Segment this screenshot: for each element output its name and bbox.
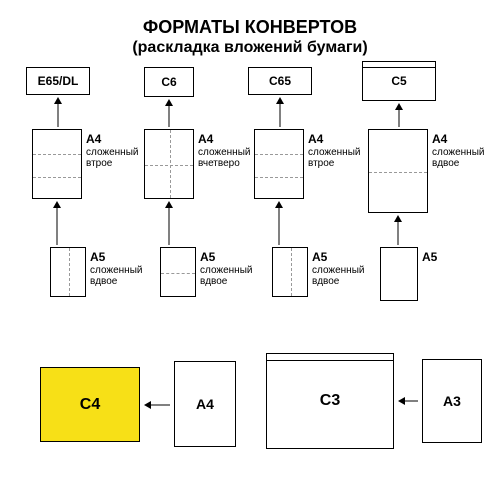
fold-line [170, 130, 171, 198]
page-subtitle: (раскладка вложений бумаги) [0, 39, 500, 57]
envelope-label: C4 [80, 396, 100, 414]
arrow-up-icon [51, 201, 63, 245]
arrow-up-icon [163, 201, 175, 245]
paper-label-size: A5 [90, 250, 105, 264]
arrow-up-icon [273, 201, 285, 245]
arrow-up-icon [163, 99, 175, 127]
paper-box [380, 247, 418, 301]
paper-label-size: A5 [200, 250, 215, 264]
arrow-up-icon [393, 103, 405, 127]
fold-line [33, 154, 81, 155]
envelope-box: C65 [248, 67, 312, 95]
paper-box [144, 129, 194, 199]
paper-label-fold: сложенный вдвое [90, 265, 142, 287]
paper-label-size: A5 [312, 250, 327, 264]
arrow-left-icon [398, 395, 418, 407]
paper-label-fold: сложенный вдвое [200, 265, 252, 287]
envelope-label: C65 [269, 74, 291, 88]
paper-label-fold: сложенный вдвое [312, 265, 364, 287]
paper-label-size: A4 [198, 132, 213, 146]
paper-label-fold: сложенный втрое [308, 147, 360, 169]
envelope-label: C6 [161, 75, 176, 89]
envelope-flap [266, 353, 394, 361]
paper-label-size: A4 [432, 132, 447, 146]
paper-box [272, 247, 308, 297]
fold-line [145, 165, 193, 166]
paper-label-fold: сложенный втрое [86, 147, 138, 169]
paper-a4: A4 [174, 361, 236, 447]
paper-label-size: A4 [86, 132, 101, 146]
paper-a3: A3 [422, 359, 482, 443]
fold-line [33, 177, 81, 178]
paper-box [368, 129, 428, 213]
fold-line [69, 248, 70, 296]
paper-box [160, 247, 196, 297]
paper-label: A4сложенный втрое [86, 133, 138, 168]
paper-box [254, 129, 304, 199]
paper-label-fold: сложенный вчетверо [198, 147, 250, 169]
paper-label: A5 [422, 251, 437, 264]
fold-line [291, 248, 292, 296]
paper-label: A4сложенный вдвое [432, 133, 484, 168]
paper-label: A4сложенный вчетверо [198, 133, 250, 168]
arrow-up-icon [52, 97, 64, 127]
arrow-up-icon [274, 97, 286, 127]
fold-line [369, 172, 427, 173]
paper-box [32, 129, 82, 199]
paper-box [50, 247, 86, 297]
fold-line [161, 273, 195, 274]
paper-label: A5сложенный вдвое [200, 251, 252, 286]
envelope-box: C5 [362, 61, 436, 101]
envelope-box: E65/DL [26, 67, 90, 95]
envelope-box: C6 [144, 67, 194, 97]
envelope-flap [362, 61, 436, 68]
diagram-canvas: E65/DLA4сложенный втроеA5сложенный вдвое… [0, 57, 500, 487]
arrow-up-icon [392, 215, 404, 245]
paper-label-size: A5 [422, 250, 437, 264]
envelope-label: C3 [320, 392, 340, 410]
page-title: ФОРМАТЫ КОНВЕРТОВ [0, 0, 500, 39]
paper-label: A4сложенный втрое [308, 133, 360, 168]
envelope-c3: C3 [266, 353, 394, 449]
paper-label: A5сложенный вдвое [312, 251, 364, 286]
paper-label: A5сложенный вдвое [90, 251, 142, 286]
envelope-c4: C4 [40, 367, 140, 442]
fold-line [255, 177, 303, 178]
arrow-left-icon [144, 399, 170, 411]
envelope-label: C5 [391, 74, 406, 88]
paper-label-size: A4 [308, 132, 323, 146]
fold-line [255, 154, 303, 155]
envelope-label: E65/DL [38, 74, 79, 88]
paper-label-fold: сложенный вдвое [432, 147, 484, 169]
